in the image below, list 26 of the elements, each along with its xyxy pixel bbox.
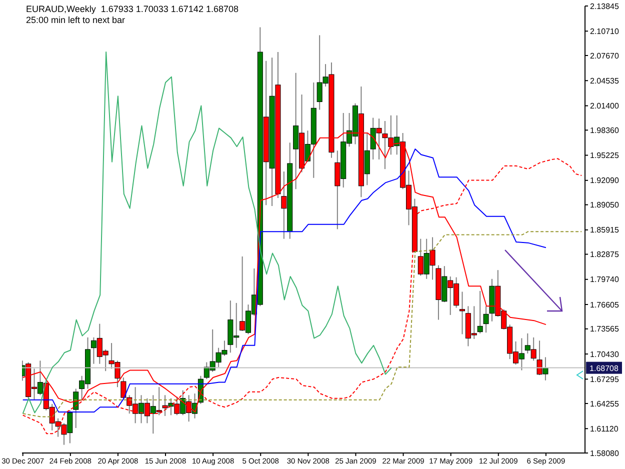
y-tick-label: 1.61120 <box>590 424 619 434</box>
text: 25:00 min left to next bar <box>26 15 126 26</box>
y-tick-label: 1.98360 <box>590 126 620 135</box>
y-tick-label: 2.01400 <box>590 102 620 111</box>
y-tick-label: 1.95225 <box>590 151 620 160</box>
chart-title: EURAUD,Weekly 1.67933 1.70033 1.67142 1.68708 <box>26 4 238 15</box>
y-tick-label: 1.89050 <box>590 200 620 210</box>
y-tick-label: 2.07670 <box>590 51 620 60</box>
candlestick <box>477 290 483 334</box>
candlestick <box>483 306 489 334</box>
y-tick-label: 1.70430 <box>590 350 620 359</box>
candlestick <box>459 291 465 335</box>
y-tick-label: 1.76605 <box>590 300 620 310</box>
y-tick-label: 1.58080 <box>590 448 620 458</box>
ref-line-label: 1.68708 <box>590 364 620 373</box>
y-tick-label: 2.10710 <box>590 26 620 36</box>
y-tick-label: 1.73565 <box>590 324 620 334</box>
y-tick-label: 1.64255 <box>590 399 620 408</box>
y-tick-label: 1.67295 <box>590 374 620 384</box>
y-tick-label: 2.04535 <box>590 76 620 86</box>
y-tick-label: 2.13845 <box>590 2 620 11</box>
y-tick-label: 1.92090 <box>590 176 620 186</box>
y-tick-label: 1.85915 <box>590 226 620 235</box>
y-tick-label: 1.79740 <box>590 275 620 284</box>
line-series <box>22 52 392 414</box>
y-tick-label: 1.82875 <box>590 250 620 260</box>
